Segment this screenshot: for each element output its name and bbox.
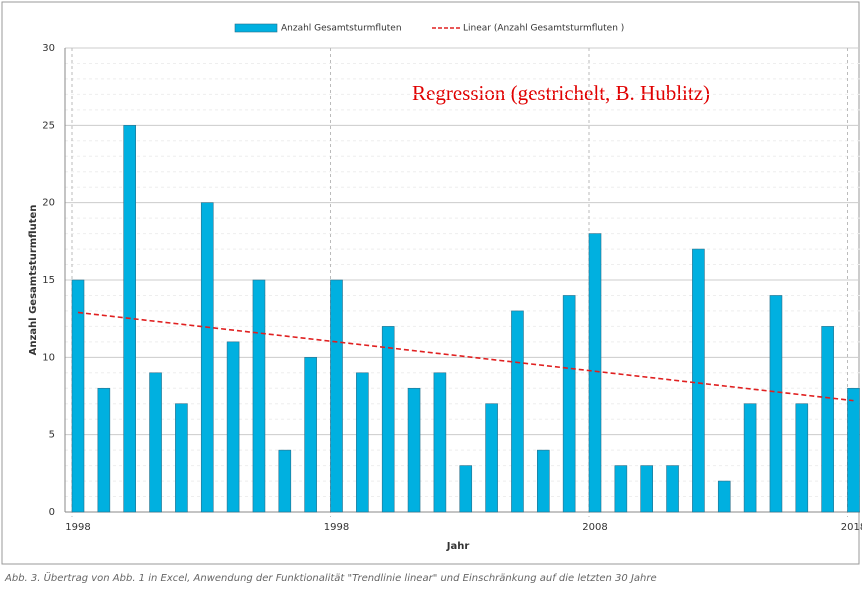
bar: [381, 326, 395, 513]
bar: [356, 372, 369, 513]
bar: [252, 279, 266, 513]
x-tick-label: 2018: [841, 522, 862, 533]
bar: [795, 403, 809, 513]
y-axis-label: Anzahl Gesamtsturmfluten: [28, 205, 39, 356]
x-tick-label: 1998: [324, 522, 349, 533]
y-tick-label: 30: [42, 43, 55, 54]
trendline: [77, 311, 854, 402]
bar: [588, 233, 602, 513]
bar: [459, 465, 473, 513]
x-axis-label: Jahr: [446, 541, 470, 552]
bar: [278, 449, 292, 513]
bar: [717, 480, 731, 513]
bar: [71, 279, 85, 513]
y-tick-label: 20: [42, 198, 55, 209]
bar: [821, 326, 834, 513]
caption: Abb. 3. Übertrag von Abb. 1 in Excel, An…: [4, 571, 657, 584]
bar: [175, 403, 188, 513]
bar: [97, 387, 111, 513]
bar: [666, 465, 679, 513]
annotation: Regression (gestrichelt, B. Hublitz): [412, 81, 710, 105]
legend-label: Linear (Anzahl Gesamtsturmfluten ): [463, 24, 624, 34]
y-tick-label: 10: [42, 352, 55, 363]
chart-frame: [1, 1, 860, 565]
legend-label: Anzahl Gesamtsturmfluten: [281, 24, 402, 34]
bar: [743, 403, 757, 513]
legend-swatch: [234, 23, 278, 33]
bar: [200, 202, 214, 513]
y-tick-label: 25: [42, 120, 55, 131]
bar: [511, 310, 524, 513]
y-tick-label: 15: [42, 275, 55, 286]
bar: [330, 279, 343, 513]
bar: [614, 465, 628, 513]
bar: [407, 387, 421, 513]
bar: [769, 295, 783, 513]
y-tick-label: 5: [49, 430, 55, 441]
bar: [562, 295, 576, 513]
bar: [226, 341, 240, 513]
bar: [692, 248, 705, 513]
x-tick-label: 1998: [65, 522, 90, 533]
bar: [485, 403, 498, 513]
bar: [640, 465, 654, 513]
bar: [536, 449, 550, 513]
bar: [149, 372, 162, 513]
bar: [304, 357, 317, 513]
bar: [433, 372, 447, 513]
x-tick-label: 2008: [582, 522, 607, 533]
y-tick-label: 0: [49, 507, 55, 518]
bar: [847, 387, 860, 513]
